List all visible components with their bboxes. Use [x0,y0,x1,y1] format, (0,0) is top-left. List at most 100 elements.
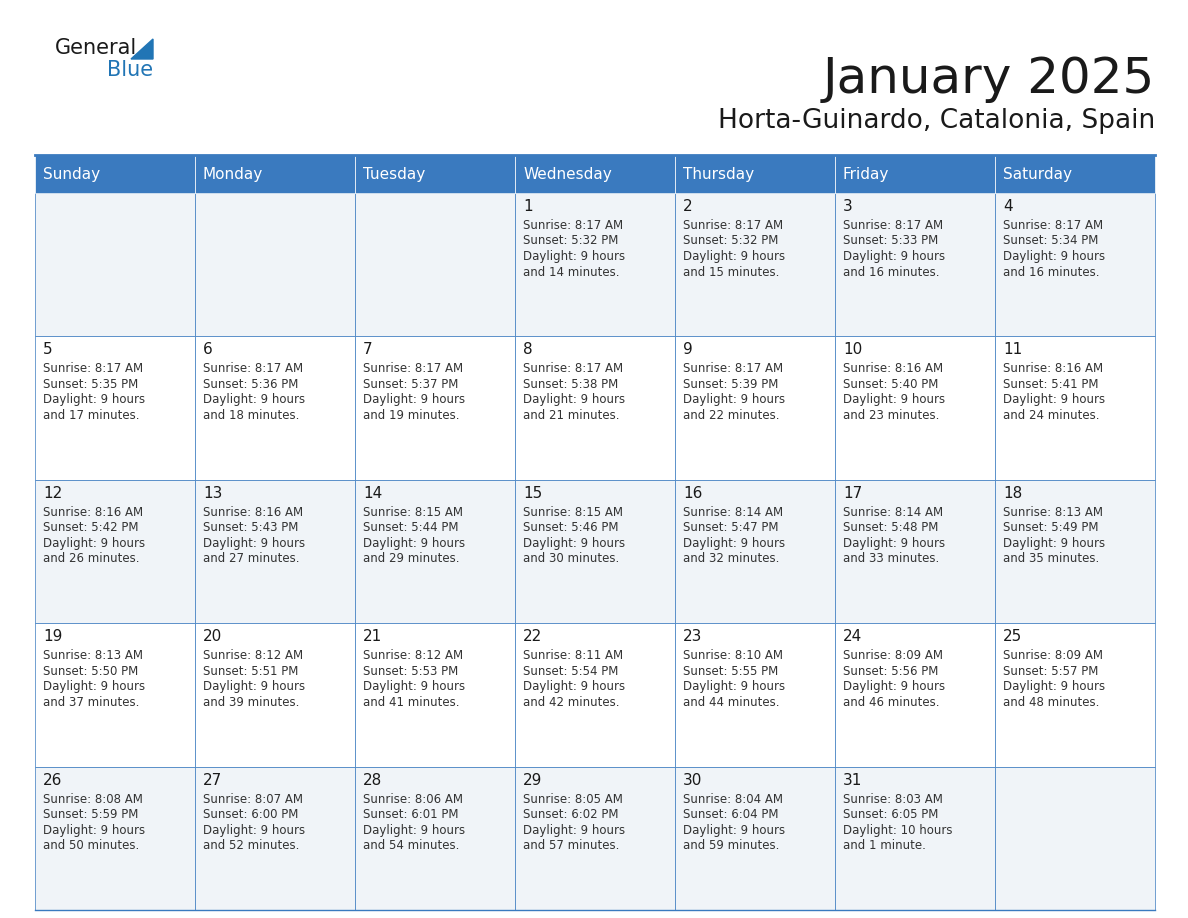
Text: Sunrise: 8:17 AM: Sunrise: 8:17 AM [683,219,783,232]
Text: Sunset: 6:02 PM: Sunset: 6:02 PM [523,808,619,821]
Bar [996,155,1155,193]
Text: 25: 25 [1003,629,1022,644]
Bar [835,623,996,767]
Text: 10: 10 [843,342,862,357]
Text: Sunrise: 8:06 AM: Sunrise: 8:06 AM [364,792,463,806]
Text: 31: 31 [843,773,862,788]
Text: Monday: Monday [203,166,264,182]
Bar [195,336,355,480]
Text: and 32 minutes.: and 32 minutes. [683,553,779,565]
Bar [34,623,195,767]
Bar [996,767,1155,910]
Bar [355,155,516,193]
Bar [195,193,355,336]
Text: Sunrise: 8:13 AM: Sunrise: 8:13 AM [1003,506,1102,519]
Text: Sunrise: 8:04 AM: Sunrise: 8:04 AM [683,792,783,806]
Text: Daylight: 9 hours: Daylight: 9 hours [43,537,145,550]
Text: Sunrise: 8:13 AM: Sunrise: 8:13 AM [43,649,143,662]
Text: and 48 minutes.: and 48 minutes. [1003,696,1099,709]
Text: Sunset: 5:32 PM: Sunset: 5:32 PM [523,234,619,248]
Text: Daylight: 9 hours: Daylight: 9 hours [1003,394,1105,407]
Text: and 16 minutes.: and 16 minutes. [1003,265,1100,278]
Text: Blue: Blue [107,60,153,80]
Bar [34,767,195,910]
Text: 13: 13 [203,486,222,501]
Text: Sunrise: 8:12 AM: Sunrise: 8:12 AM [203,649,303,662]
Bar [675,623,835,767]
Bar [675,767,835,910]
Text: Daylight: 9 hours: Daylight: 9 hours [203,537,305,550]
Text: Sunrise: 8:17 AM: Sunrise: 8:17 AM [43,363,143,375]
Text: 3: 3 [843,199,853,214]
Bar [34,155,195,193]
Text: Sunset: 5:41 PM: Sunset: 5:41 PM [1003,378,1099,391]
Text: 7: 7 [364,342,373,357]
Text: Sunset: 5:46 PM: Sunset: 5:46 PM [523,521,619,534]
Text: Sunrise: 8:08 AM: Sunrise: 8:08 AM [43,792,143,806]
Text: Sunset: 5:35 PM: Sunset: 5:35 PM [43,378,138,391]
Text: Daylight: 9 hours: Daylight: 9 hours [843,537,946,550]
Text: 9: 9 [683,342,693,357]
Bar [355,767,516,910]
Text: and 35 minutes.: and 35 minutes. [1003,553,1099,565]
Text: Daylight: 9 hours: Daylight: 9 hours [683,250,785,263]
Text: and 17 minutes.: and 17 minutes. [43,409,139,422]
Bar [355,480,516,623]
Text: and 37 minutes.: and 37 minutes. [43,696,139,709]
Bar [835,336,996,480]
Text: Saturday: Saturday [1003,166,1072,182]
Bar [996,623,1155,767]
Bar [675,155,835,193]
Text: Sunrise: 8:09 AM: Sunrise: 8:09 AM [843,649,943,662]
Text: and 22 minutes.: and 22 minutes. [683,409,779,422]
Text: Daylight: 9 hours: Daylight: 9 hours [843,250,946,263]
Text: 12: 12 [43,486,62,501]
Text: Sunrise: 8:17 AM: Sunrise: 8:17 AM [1003,219,1104,232]
Text: Sunset: 6:00 PM: Sunset: 6:00 PM [203,808,298,821]
Text: Daylight: 9 hours: Daylight: 9 hours [523,823,625,836]
Text: 30: 30 [683,773,702,788]
Bar [195,480,355,623]
Text: 29: 29 [523,773,543,788]
Text: Sunset: 5:32 PM: Sunset: 5:32 PM [683,234,778,248]
Text: and 41 minutes.: and 41 minutes. [364,696,460,709]
Text: 18: 18 [1003,486,1022,501]
Text: and 54 minutes.: and 54 minutes. [364,839,460,852]
Text: Sunrise: 8:16 AM: Sunrise: 8:16 AM [43,506,143,519]
Text: 16: 16 [683,486,702,501]
Text: Daylight: 9 hours: Daylight: 9 hours [364,823,466,836]
Text: Sunday: Sunday [43,166,100,182]
Bar [675,336,835,480]
Text: Daylight: 9 hours: Daylight: 9 hours [683,537,785,550]
Text: Sunrise: 8:17 AM: Sunrise: 8:17 AM [364,363,463,375]
Text: Sunset: 5:50 PM: Sunset: 5:50 PM [43,665,138,677]
Text: 20: 20 [203,629,222,644]
Bar [34,336,195,480]
Text: Sunset: 5:34 PM: Sunset: 5:34 PM [1003,234,1099,248]
Bar [195,155,355,193]
Text: and 29 minutes.: and 29 minutes. [364,553,460,565]
Text: and 33 minutes.: and 33 minutes. [843,553,940,565]
Bar [835,193,996,336]
Text: Sunset: 5:53 PM: Sunset: 5:53 PM [364,665,459,677]
Polygon shape [131,39,153,59]
Text: 27: 27 [203,773,222,788]
Text: Daylight: 9 hours: Daylight: 9 hours [43,680,145,693]
Text: Daylight: 9 hours: Daylight: 9 hours [43,823,145,836]
Bar [996,480,1155,623]
Text: Sunset: 5:51 PM: Sunset: 5:51 PM [203,665,298,677]
Bar [835,155,996,193]
Text: Sunset: 5:39 PM: Sunset: 5:39 PM [683,378,778,391]
Text: Sunrise: 8:14 AM: Sunrise: 8:14 AM [843,506,943,519]
Text: Sunrise: 8:16 AM: Sunrise: 8:16 AM [843,363,943,375]
Bar [835,480,996,623]
Text: 2: 2 [683,199,693,214]
Text: Sunset: 5:48 PM: Sunset: 5:48 PM [843,521,939,534]
Text: Daylight: 9 hours: Daylight: 9 hours [203,394,305,407]
Text: and 14 minutes.: and 14 minutes. [523,265,619,278]
Text: and 19 minutes.: and 19 minutes. [364,409,460,422]
Text: and 23 minutes.: and 23 minutes. [843,409,940,422]
Bar [34,193,195,336]
Text: Daylight: 9 hours: Daylight: 9 hours [1003,537,1105,550]
Text: and 1 minute.: and 1 minute. [843,839,925,852]
